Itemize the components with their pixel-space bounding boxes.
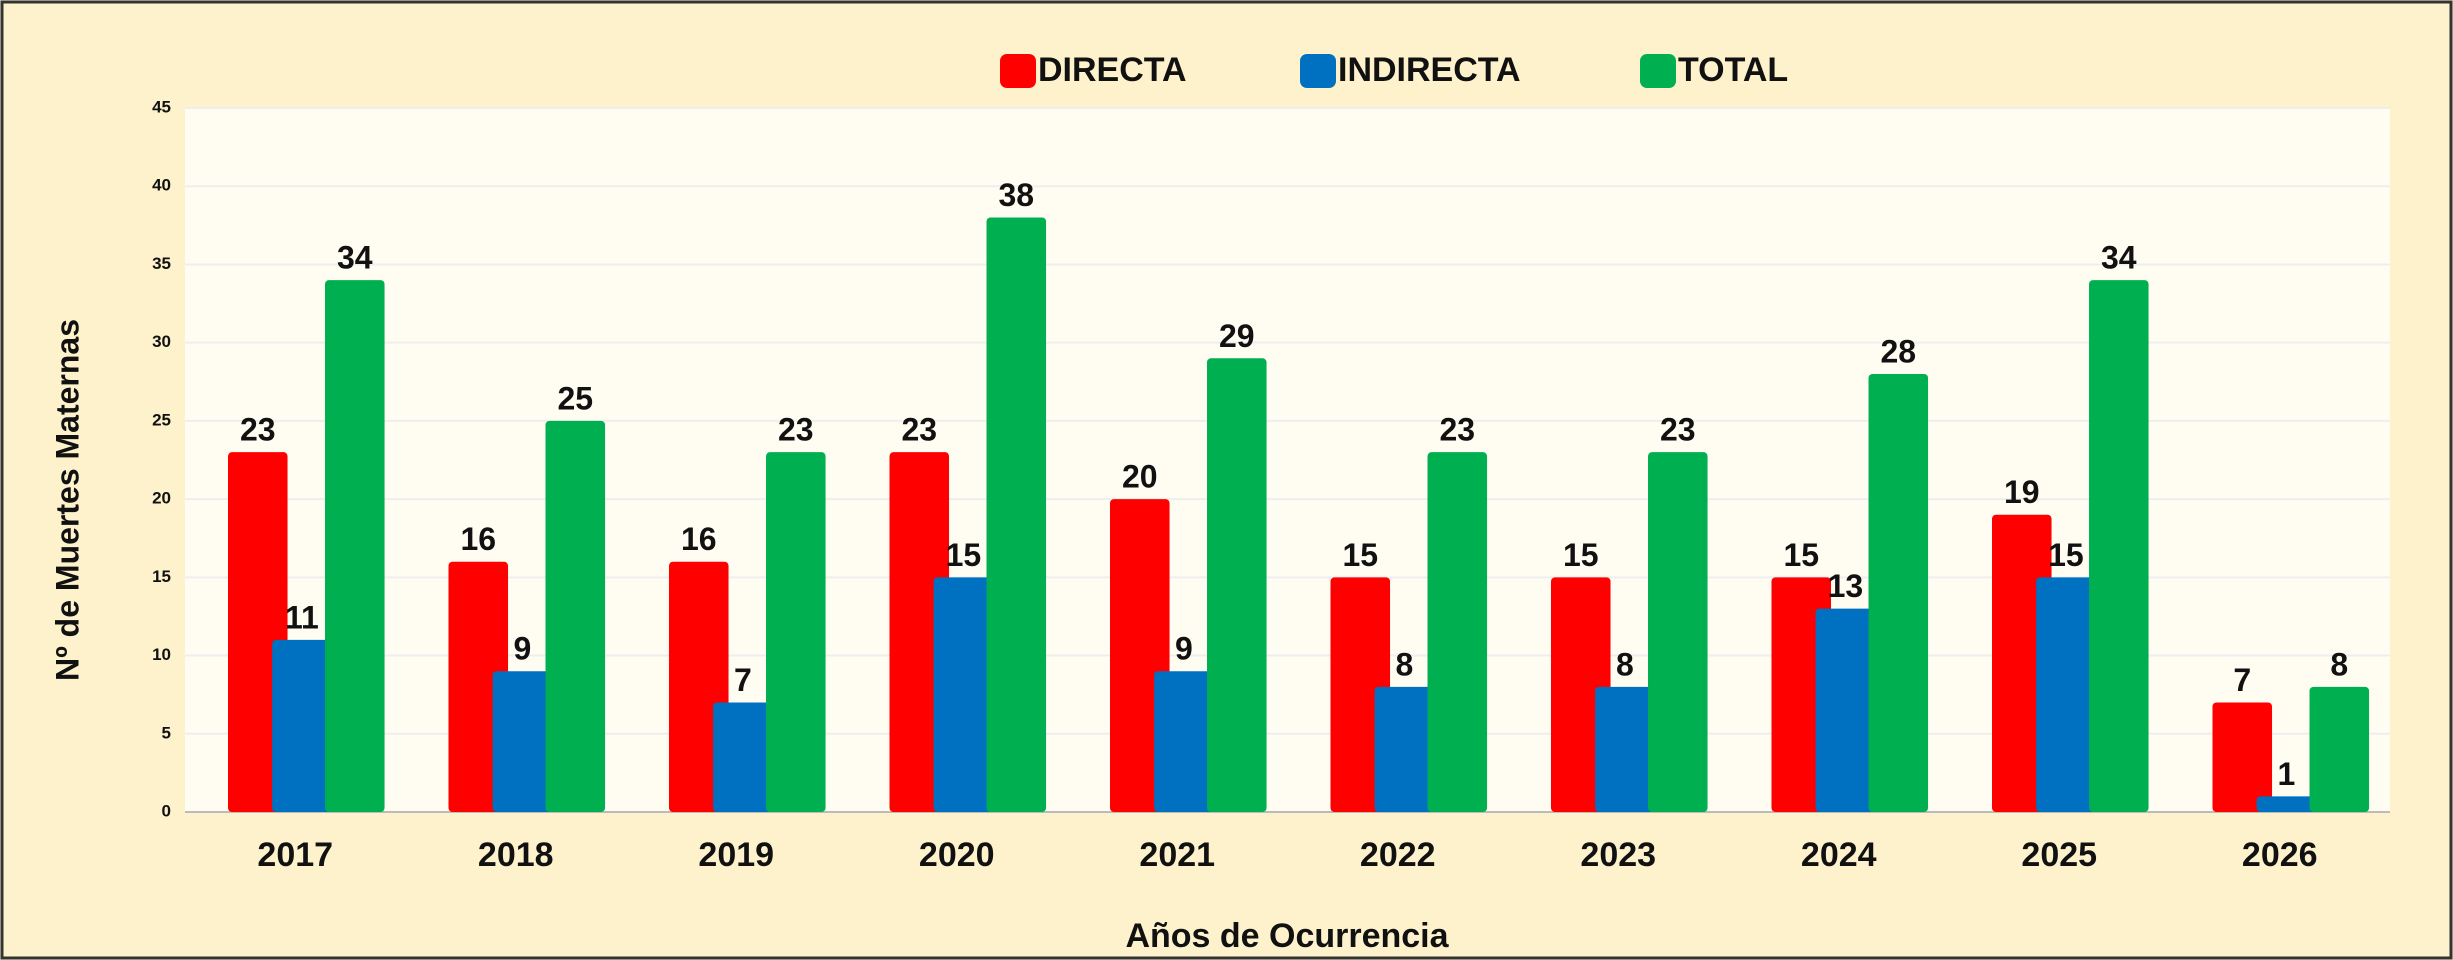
x-tick-label: 2017 bbox=[257, 836, 333, 874]
bar bbox=[713, 702, 773, 812]
value-label: 23 bbox=[901, 412, 937, 448]
x-tick-label: 2020 bbox=[919, 836, 995, 874]
value-label: 16 bbox=[681, 521, 717, 557]
bar bbox=[933, 577, 994, 812]
legend-swatch bbox=[1300, 54, 1336, 88]
value-label: 7 bbox=[734, 662, 752, 698]
legend-swatch bbox=[1000, 54, 1036, 88]
bar bbox=[1815, 608, 1876, 812]
y-tick-label: 40 bbox=[152, 176, 171, 195]
bar bbox=[1595, 686, 1655, 812]
bar bbox=[1427, 452, 1488, 812]
y-tick-label: 30 bbox=[152, 332, 171, 351]
value-label: 23 bbox=[240, 412, 276, 448]
y-tick-label: 35 bbox=[152, 254, 171, 273]
value-label: 7 bbox=[2233, 662, 2251, 698]
x-tick-label: 2026 bbox=[2242, 836, 2318, 874]
value-label: 13 bbox=[1828, 568, 1864, 604]
y-tick-label: 15 bbox=[152, 567, 171, 586]
legend-label: DIRECTA bbox=[1038, 51, 1187, 89]
bar bbox=[1374, 686, 1435, 812]
bar bbox=[492, 671, 553, 812]
value-label: 1 bbox=[2277, 756, 2295, 792]
value-label: 15 bbox=[1563, 537, 1599, 573]
value-label: 15 bbox=[946, 537, 982, 573]
bar bbox=[1154, 671, 1214, 812]
bar bbox=[2256, 796, 2317, 812]
value-label: 8 bbox=[1395, 646, 1413, 682]
value-label: 15 bbox=[1783, 537, 1819, 573]
y-axis-title: Nº de Muertes Maternas bbox=[49, 319, 85, 681]
x-tick-label: 2018 bbox=[478, 836, 554, 874]
value-label: 25 bbox=[557, 380, 593, 416]
bar bbox=[1207, 358, 1267, 812]
value-label: 23 bbox=[778, 412, 814, 448]
value-label: 28 bbox=[1880, 333, 1916, 369]
y-tick-label: 0 bbox=[162, 801, 171, 820]
x-tick-label: 2025 bbox=[2021, 836, 2097, 874]
value-label: 34 bbox=[337, 240, 373, 276]
x-tick-label: 2023 bbox=[1580, 836, 1656, 874]
bar bbox=[545, 420, 606, 812]
value-label: 29 bbox=[1219, 318, 1255, 354]
y-tick-label: 20 bbox=[152, 489, 171, 508]
value-label: 20 bbox=[1122, 459, 1158, 495]
bar bbox=[766, 452, 826, 812]
y-tick-label: 45 bbox=[152, 97, 171, 116]
bar bbox=[1868, 373, 1929, 812]
bar bbox=[2212, 702, 2273, 812]
bar bbox=[986, 217, 1047, 812]
value-label: 38 bbox=[998, 177, 1034, 213]
bar bbox=[2309, 686, 2370, 812]
x-tick-label: 2019 bbox=[698, 836, 774, 874]
value-label: 9 bbox=[513, 631, 531, 667]
legend-label: TOTAL bbox=[1678, 51, 1788, 89]
bar bbox=[2089, 280, 2149, 813]
value-label: 11 bbox=[285, 599, 319, 635]
value-label: 16 bbox=[460, 521, 496, 557]
bar bbox=[1648, 452, 1708, 812]
y-tick-label: 10 bbox=[152, 645, 171, 664]
value-label: 23 bbox=[1660, 412, 1696, 448]
value-label: 8 bbox=[1616, 646, 1634, 682]
value-label: 19 bbox=[2004, 474, 2040, 510]
value-label: 34 bbox=[2101, 240, 2137, 276]
value-label: 8 bbox=[2330, 646, 2348, 682]
y-tick-label: 25 bbox=[152, 410, 171, 429]
bar bbox=[2036, 577, 2096, 812]
value-label: 23 bbox=[1439, 412, 1475, 448]
legend-swatch bbox=[1640, 54, 1676, 88]
legend-label: INDIRECTA bbox=[1338, 51, 1521, 89]
x-axis-title: Años de Ocurrencia bbox=[1125, 917, 1449, 955]
y-tick-label: 5 bbox=[162, 723, 171, 742]
x-tick-label: 2021 bbox=[1139, 836, 1215, 874]
bar bbox=[325, 280, 385, 813]
value-label: 15 bbox=[1342, 537, 1378, 573]
bar bbox=[272, 639, 332, 812]
value-label: 9 bbox=[1175, 631, 1193, 667]
value-label: 15 bbox=[2048, 537, 2084, 573]
x-tick-label: 2024 bbox=[1801, 836, 1877, 874]
x-tick-label: 2022 bbox=[1360, 836, 1436, 874]
